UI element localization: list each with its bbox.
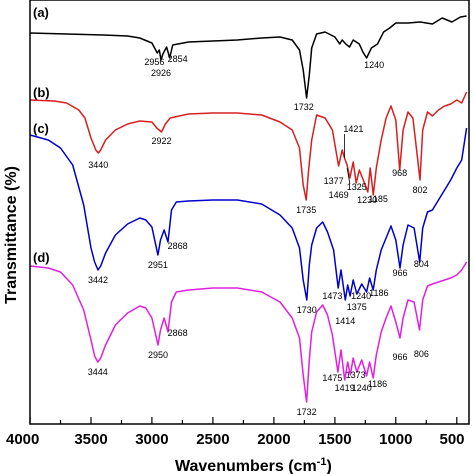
x-tick-label: 2000 [257,431,290,448]
peak-label: 1240 [351,291,371,301]
peak-label: 1230 [357,195,377,205]
x-tick-label: 1000 [379,431,412,448]
plot-frame [29,0,470,425]
x-axis-title-main: Wavenumbers (cm [175,458,317,474]
peak-label: 968 [392,168,407,178]
x-axis-title: Wavenumbers (cm-1) [175,456,332,474]
peak-label: 1186 [368,379,387,389]
peak-label: 1373 [346,370,366,380]
peak-label: 2950 [148,350,168,360]
peak-label: 1732 [297,407,317,417]
x-tick-label: 2500 [196,431,229,448]
peak-label: 2854 [168,54,188,64]
peak-label: 2956 [144,57,164,67]
panel-label-d: (d) [33,250,50,265]
x-axis-title-end: ) [326,458,331,474]
peak-label: 1240 [352,383,372,393]
peak-label: 1421 [343,124,363,134]
peak-arrow [346,167,351,185]
series-line-c [29,127,468,301]
x-tick-label: 4000 [6,431,39,448]
x-axis-title-sup: -1 [317,456,327,468]
peak-label: 1475 [322,373,342,383]
y-axis-title: Transmittance (%) [3,166,20,304]
peak-label: 2926 [151,68,171,78]
x-tick-label: 3500 [74,431,107,448]
peak-label: 804 [414,259,429,269]
peak-label: 1240 [364,60,384,70]
peak-label: 1375 [347,302,367,312]
panel-label-c: (c) [33,121,49,136]
peak-label: 966 [392,352,407,362]
peak-label: 1186 [369,288,388,298]
peak-label: 2922 [151,136,171,146]
peak-label: 1377 [324,176,344,186]
peak-label: 1732 [294,102,314,112]
peak-label: 1469 [329,190,349,200]
peak-label: 966 [392,268,407,278]
peak-label: 2868 [168,328,188,338]
peak-label: 1325 [347,182,367,192]
peak-label: 2951 [148,260,168,270]
panel-label-layer: (a) (b) (c) (d) [33,5,50,265]
peak-label: 3444 [88,367,108,377]
series-layer [29,15,468,403]
annotation-layer: 2956 2854 2926 1240 1732 3440 2922 1735 1421 1377… [88,54,429,417]
series-line-b [29,91,468,201]
panel-label-a: (a) [33,5,49,20]
x-tick-layer: 4000 3500 3000 2500 2000 1500 1000 500 [6,417,465,448]
x-tick-label: 1500 [318,431,351,448]
peak-label: 1185 [369,194,388,204]
peak-label: 1730 [297,305,317,315]
panel-label-b: (b) [33,85,50,100]
peak-label: 2868 [168,241,188,251]
series-line-a [29,15,467,99]
x-tick-label: 3000 [135,431,168,448]
peak-label: 1735 [296,205,316,215]
x-tick-label: 500 [439,431,464,448]
peak-label: 1419 [335,383,355,393]
peak-label: 802 [412,185,427,195]
series-line-d [29,261,468,403]
peak-label: 806 [414,349,429,359]
peak-label: 3442 [88,275,108,285]
peak-label: 1473 [322,291,342,301]
peak-label: 3440 [88,160,108,170]
peak-label: 1414 [335,316,355,326]
